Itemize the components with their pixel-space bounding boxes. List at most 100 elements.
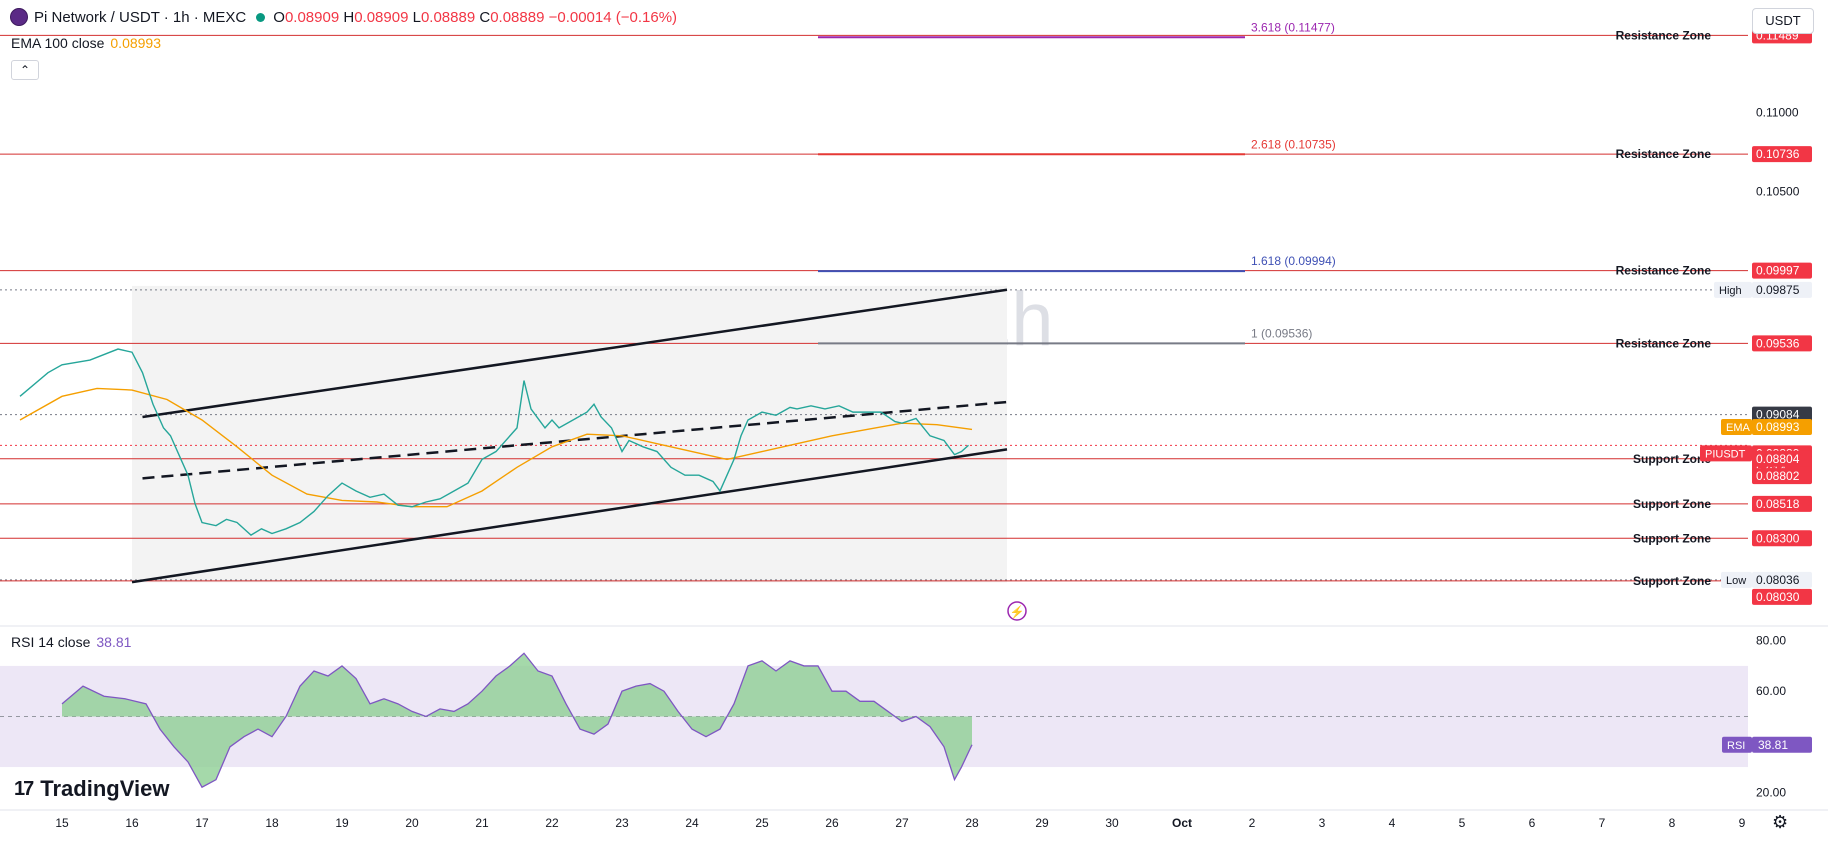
chart-header: Pi Network / USDT · 1h · MEXC O0.08909 H… bbox=[10, 8, 677, 26]
price-badge-5: 0.09084 bbox=[1752, 406, 1812, 423]
zone-label: Resistance Zone bbox=[1616, 336, 1712, 350]
gear-icon[interactable]: ⚙ bbox=[1772, 812, 1789, 832]
price-badge-tag-bg bbox=[1714, 281, 1752, 298]
time-axis-tick: 27 bbox=[895, 816, 909, 830]
channel-lower-line bbox=[131, 448, 1008, 584]
time-axis-tick: 15 bbox=[55, 816, 69, 830]
zone-label: Resistance Zone bbox=[1616, 264, 1712, 278]
chevron-up-icon[interactable]: ⌃ bbox=[11, 60, 39, 80]
time-axis-tick: 21 bbox=[475, 816, 489, 830]
price-badge-11: 0.08300 bbox=[1752, 530, 1812, 547]
price-badge-bg bbox=[1752, 146, 1812, 163]
fib-label: 1 (0.09536) bbox=[1251, 326, 1312, 340]
channel-background bbox=[132, 285, 1007, 583]
price-axis-tick: 0.10500 bbox=[1756, 184, 1800, 198]
time-axis-tick: 19 bbox=[335, 816, 349, 830]
ema-line bbox=[19, 387, 973, 508]
rsi-axis-tick: 20.00 bbox=[1756, 785, 1786, 799]
price-badge-1: 0.10736 bbox=[1752, 146, 1812, 163]
time-axis-tick: Oct bbox=[1172, 816, 1192, 830]
rsi-badge-bg bbox=[1752, 736, 1812, 753]
time-axis-tick: 20 bbox=[405, 816, 419, 830]
tradingview-logo: 17 TradingView bbox=[14, 776, 170, 801]
price-badge-label: 0.09084 bbox=[1756, 408, 1800, 422]
price-badge-bg bbox=[1752, 530, 1812, 547]
price-badge-tag-bg bbox=[1721, 571, 1752, 588]
time-axis-tick: 18 bbox=[265, 816, 279, 830]
price-badge-12: 0.08036 Low bbox=[1721, 571, 1812, 588]
price-badge-bg bbox=[1752, 495, 1812, 512]
price-badge-bg bbox=[1752, 450, 1812, 467]
time-axis-tick: 6 bbox=[1529, 816, 1536, 830]
time-axis-tick: 24 bbox=[685, 816, 699, 830]
time-axis-tick: 4 bbox=[1389, 816, 1396, 830]
zone-label: Resistance Zone bbox=[1616, 28, 1712, 42]
price-badge-6: 0.08993 EMA bbox=[1721, 418, 1812, 435]
rsi-fill bbox=[62, 653, 972, 788]
price-badge-tag: Low bbox=[1726, 575, 1746, 587]
price-badge-label: 0.08030 bbox=[1756, 590, 1800, 604]
rsi-badge-tag: RSI bbox=[1727, 740, 1745, 752]
zone-label: Resistance Zone bbox=[1616, 147, 1712, 161]
zone-label: Support Zone bbox=[1633, 574, 1711, 588]
time-axis-tick: 22 bbox=[545, 816, 559, 830]
fib-label: 3.618 (0.11477) bbox=[1251, 20, 1335, 34]
price-badge-bg bbox=[1752, 588, 1812, 605]
rsi-axis-tick: 60.00 bbox=[1756, 684, 1786, 698]
price-badge-bg bbox=[1752, 262, 1812, 279]
price-badge-label: 0.08993 bbox=[1756, 420, 1800, 434]
time-axis-tick: 16 bbox=[125, 816, 139, 830]
rsi-axis-tick: 80.00 bbox=[1756, 634, 1786, 648]
price-badge-bg bbox=[1752, 281, 1812, 298]
currency-button[interactable]: USDT bbox=[1752, 8, 1814, 34]
fib-label: 2.618 (0.10735) bbox=[1251, 137, 1336, 151]
rsi-legend[interactable]: RSI 14 close 38.81 bbox=[11, 634, 132, 650]
zone-label: Support Zone bbox=[1633, 452, 1711, 466]
price-badge-label: 0.09997 bbox=[1756, 264, 1800, 278]
rsi-badge-label: 38.81 bbox=[1758, 738, 1788, 752]
price-badge-bg bbox=[1752, 406, 1812, 423]
pi-network-logo bbox=[10, 8, 28, 26]
price-badge-label: 0.08804 bbox=[1756, 452, 1800, 466]
price-badge-10: 0.08518 bbox=[1752, 495, 1812, 512]
fib-label: 1.618 (0.09994) bbox=[1251, 254, 1336, 268]
price-badge-label: 0.08518 bbox=[1756, 497, 1800, 511]
price-axis-tick: 0.11000 bbox=[1756, 106, 1799, 120]
ohlc-values: O0.08909 H0.08909 L0.08889 C0.08889 −0.0… bbox=[273, 8, 678, 26]
price-badge-9: 0.08802 bbox=[1752, 468, 1812, 485]
price-badge-bg bbox=[1752, 468, 1812, 485]
time-axis-tick: 28 bbox=[965, 816, 979, 830]
channel-mid-line bbox=[142, 400, 1008, 480]
price-badge-bg bbox=[1752, 571, 1812, 588]
price-badge-13: 0.08030 bbox=[1752, 588, 1812, 605]
price-badge-label: 0.09875 bbox=[1756, 283, 1800, 297]
time-axis-tick: 23 bbox=[615, 816, 629, 830]
price-badge-label: 0.08802 bbox=[1756, 469, 1800, 483]
time-axis-tick: 5 bbox=[1459, 816, 1466, 830]
channel-upper-line bbox=[142, 288, 1008, 419]
rsi-line bbox=[61, 652, 973, 789]
time-axis-tick: 30 bbox=[1105, 816, 1119, 830]
price-badge-8: 0.08804 bbox=[1752, 450, 1812, 467]
price-badge-label: 0.08300 bbox=[1756, 531, 1800, 545]
time-axis-tick: 8 bbox=[1669, 816, 1676, 830]
price-badge-tag: PIUSDT bbox=[1705, 448, 1746, 460]
price-badge-tag-bg bbox=[1700, 445, 1752, 462]
time-axis-tick: 3 bbox=[1319, 816, 1326, 830]
price-badge-tag-bg bbox=[1721, 418, 1752, 435]
time-axis-tick: 7 bbox=[1599, 816, 1606, 830]
time-axis-tick: 2 bbox=[1249, 816, 1256, 830]
price-badge-2: 0.09997 bbox=[1752, 262, 1812, 279]
market-status-icon bbox=[256, 12, 266, 22]
rsi-badge-tag-bg bbox=[1722, 736, 1752, 753]
lightning-icon bbox=[1007, 601, 1027, 621]
time-axis-tick: 29 bbox=[1035, 816, 1049, 830]
price-badge-3: 0.09875 High bbox=[1714, 281, 1812, 298]
time-axis-tick: 17 bbox=[195, 816, 209, 830]
time-axis-tick: 26 bbox=[825, 816, 839, 830]
price-badge-bg bbox=[1752, 418, 1812, 435]
symbol-title[interactable]: Pi Network / USDT · 1h · MEXC bbox=[34, 8, 247, 26]
ema-legend[interactable]: EMA 100 close 0.08993 bbox=[11, 35, 161, 51]
zone-label: Support Zone bbox=[1633, 531, 1711, 545]
